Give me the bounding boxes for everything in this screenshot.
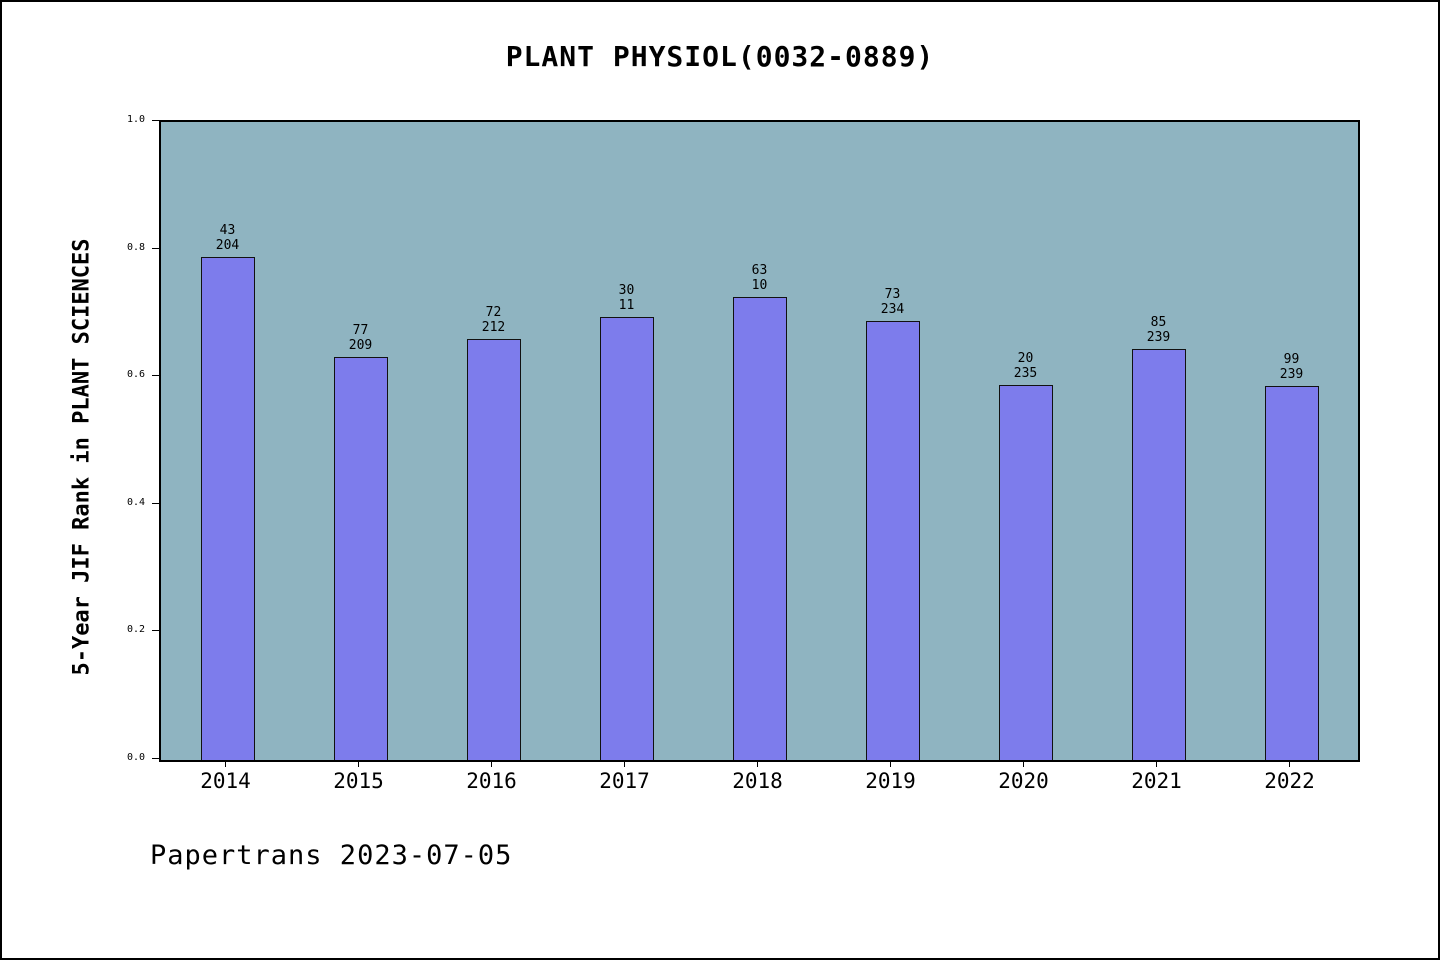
x-tick-2019: 2019 — [865, 769, 916, 793]
x-tick-2015: 2015 — [333, 769, 384, 793]
bar-label-2018: 63 10 — [751, 263, 768, 293]
y-tick-mark-1.0 — [152, 120, 159, 121]
y-tick-0.8: 0.8 — [126, 242, 145, 253]
x-tick-2021: 2021 — [1131, 769, 1182, 793]
x-tick-2020: 2020 — [998, 769, 1049, 793]
bar-label-2015: 77 209 — [348, 323, 373, 353]
y-tick-mark-0.8 — [152, 248, 159, 249]
y-tick-mark-0.4 — [152, 503, 159, 504]
x-tick-2017: 2017 — [599, 769, 650, 793]
x-tick-mark-2022 — [1289, 762, 1290, 767]
bar-label-2016: 72 212 — [481, 305, 506, 335]
bar-2016 — [466, 339, 521, 760]
x-tick-mark-2020 — [1023, 762, 1024, 767]
y-tick-0.2: 0.2 — [126, 624, 145, 635]
x-axis-labels: 2014 2015 2016 2017 2018 2019 2020 2021 2022 — [159, 762, 1360, 808]
y-tick-mark-0.2 — [152, 630, 159, 631]
x-tick-mark-2017 — [624, 762, 625, 767]
bar-2015 — [333, 357, 388, 760]
bar-2017 — [599, 317, 654, 760]
bar-2021 — [1131, 349, 1186, 760]
bar-2019 — [865, 321, 920, 760]
y-tick-0.0: 0.0 — [126, 752, 145, 763]
bar-label-2014: 43 204 — [215, 223, 240, 253]
footer-text: Papertrans 2023-07-05 — [150, 840, 513, 871]
bar-2020 — [998, 385, 1053, 760]
x-tick-mark-2021 — [1156, 762, 1157, 767]
x-tick-2018: 2018 — [732, 769, 783, 793]
y-tick-1.0: 1.0 — [126, 114, 145, 125]
y-axis-label: 5-Year JIF Rank in PLANT SCIENCES — [69, 238, 95, 676]
y-tick-mark-0.6 — [152, 375, 159, 376]
x-tick-mark-2016 — [491, 762, 492, 767]
x-tick-2022: 2022 — [1264, 769, 1315, 793]
bar-label-2021: 85 239 — [1146, 315, 1171, 345]
chart-title: PLANT PHYSIOL(0032-0889) — [505, 40, 935, 73]
y-tick-0.6: 0.6 — [126, 369, 145, 380]
x-tick-mark-2015 — [358, 762, 359, 767]
bar-label-2017: 30 11 — [618, 283, 635, 313]
plot-area: 43 204 77 209 72 212 30 11 63 10 73 234 20 235… — [159, 120, 1360, 762]
x-tick-mark-2019 — [890, 762, 891, 767]
bar-label-2020: 20 235 — [1013, 351, 1038, 381]
x-tick-2016: 2016 — [466, 769, 517, 793]
bar-2018 — [732, 297, 787, 760]
x-tick-2014: 2014 — [200, 769, 251, 793]
bar-2022 — [1264, 386, 1319, 760]
y-tick-0.4: 0.4 — [126, 497, 145, 508]
y-tick-mark-0.0 — [152, 758, 159, 759]
x-tick-mark-2018 — [757, 762, 758, 767]
x-tick-mark-2014 — [225, 762, 226, 767]
bar-label-2019: 73 234 — [880, 287, 905, 317]
bar-2014 — [200, 257, 255, 760]
bar-label-2022: 99 239 — [1279, 352, 1304, 382]
y-axis-ticks: 0.0 0.2 0.4 0.6 0.8 1.0 — [109, 114, 159, 763]
